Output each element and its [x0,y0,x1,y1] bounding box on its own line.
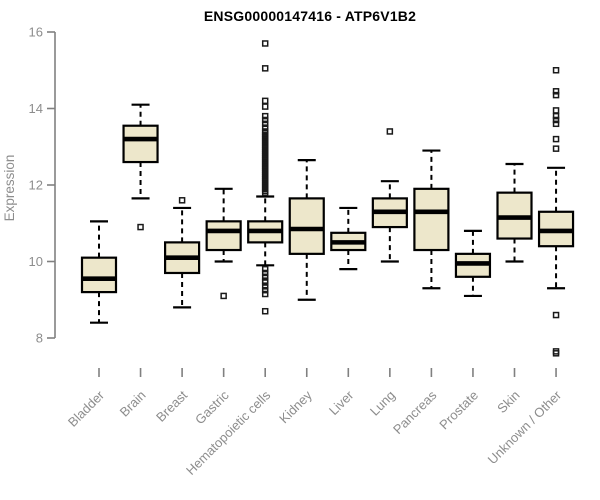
outlier-unknown-other [552,67,560,74]
outlier-unknown-other [552,120,560,128]
x-tick-label-skin: Skin [494,388,522,416]
y-tick-label: 8 [36,331,43,346]
outlier-hematopoietic-cells [261,103,269,110]
x-tick-label-prostate: Prostate [436,388,481,433]
outlier-hematopoietic-cells [261,290,269,298]
outlier-hematopoietic-cells [261,40,269,47]
outlier-lung [386,128,394,135]
box-brain [122,124,159,164]
outlier-hematopoietic-cells [261,283,269,290]
outlier-unknown-other [552,135,560,143]
x-tick-label-gastric: Gastric [192,387,232,427]
x-tick-label-kidney: Kidney [276,387,315,426]
outlier-hematopoietic-cells [261,97,269,105]
y-tick-label: 12 [29,178,43,193]
outlier-hematopoietic-cells [261,128,269,135]
outlier-hematopoietic-cells [261,112,269,120]
outlier-hematopoietic-cells [261,286,269,294]
outlier-hematopoietic-cells [261,279,269,286]
outlier-hematopoietic-cells [261,307,269,315]
x-tick-label-liver: Liver [326,387,357,418]
outlier-hematopoietic-cells [261,65,269,72]
chart-title: ENSG00000147416 - ATP6V1B2 [203,8,417,24]
outlier-hematopoietic-cells [261,265,269,273]
x-tick-label-unknown-other: Unknown / Other [485,387,565,467]
y-tick-label: 16 [29,25,43,40]
outlier-gastric [220,292,227,300]
outlier-brain [137,223,144,231]
outlier-hematopoietic-cells [261,269,269,277]
y-tick-label: 10 [29,254,43,269]
outlier-unknown-other [552,116,560,124]
y-tick-label: 14 [29,101,43,116]
x-tick-label-brain: Brain [117,388,149,420]
outlier-unknown-other [552,145,560,152]
x-tick-label-bladder: Bladder [65,387,108,430]
y-axis-label: Expression [2,155,17,222]
outlier-unknown-other [552,350,560,357]
box-kidney [288,197,325,255]
x-tick-label-pancreas: Pancreas [390,387,440,437]
x-tick-label-lung: Lung [367,388,398,419]
outlier-hematopoietic-cells [261,120,269,128]
outlier-hematopoietic-cells [261,116,269,124]
box-pancreas [413,187,450,252]
x-tick-label-breast: Breast [153,387,190,424]
outlier-unknown-other [552,88,560,95]
outlier-breast [178,197,186,204]
outlier-unknown-other [552,112,560,120]
outlier-unknown-other [552,311,560,319]
outlier-hematopoietic-cells [261,124,269,131]
box-bladder [80,256,118,294]
outlier-unknown-other [552,91,560,99]
box-gastric [205,220,242,252]
outlier-unknown-other [552,107,560,114]
